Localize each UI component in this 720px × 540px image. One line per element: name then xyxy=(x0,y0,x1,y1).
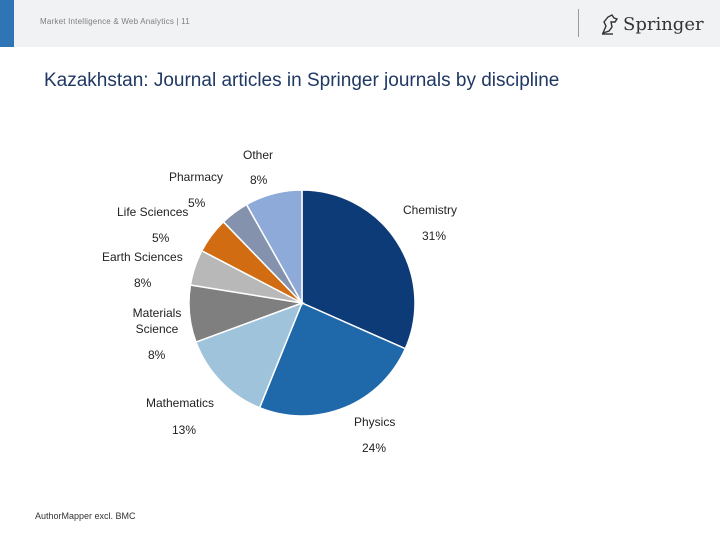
label-pharmacy-name: Pharmacy xyxy=(169,170,224,184)
label-mathematics-value: 13% xyxy=(172,423,197,437)
label-other-value: 8% xyxy=(250,173,268,187)
springer-logo: Springer xyxy=(600,11,704,37)
pie-slice-physics xyxy=(258,302,407,417)
label-chemistry-name: Chemistry xyxy=(403,203,458,217)
pie-slice-mathematics xyxy=(194,301,304,409)
header-band xyxy=(0,0,720,47)
slide-title: Kazakhstan: Journal articles in Springer… xyxy=(44,70,560,91)
label-physics-value: 24% xyxy=(362,441,387,455)
header-divider xyxy=(578,9,579,37)
label-earth-sciences-value: 5% xyxy=(152,231,170,245)
label-other-name: Other xyxy=(243,148,274,162)
logo-text: Springer xyxy=(623,13,704,35)
pie-slice-chemistry xyxy=(301,189,416,350)
label-materials-science-value-2: 8% xyxy=(148,348,166,362)
label-chemistry-value: 31% xyxy=(422,229,447,243)
label-materials-science-name: Materials Science xyxy=(132,306,182,336)
header-accent-bar xyxy=(0,0,14,47)
source-note: AuthorMapper excl. BMC xyxy=(35,511,136,521)
label-earth-sciences-name: Earth Sciences xyxy=(102,250,183,264)
label-materials-science-value: 8% xyxy=(134,276,152,290)
springer-horse-icon xyxy=(601,14,619,35)
label-physics-name: Physics xyxy=(354,415,396,429)
header-subtitle: Market Intelligence & Web Analytics | 11 xyxy=(40,17,190,26)
label-mathematics-name: Mathematics xyxy=(146,396,215,410)
pie-slice-other xyxy=(245,189,303,306)
label-life-sciences-value: 5% xyxy=(188,196,206,210)
label-life-sciences-name: Life Sciences xyxy=(117,205,189,219)
